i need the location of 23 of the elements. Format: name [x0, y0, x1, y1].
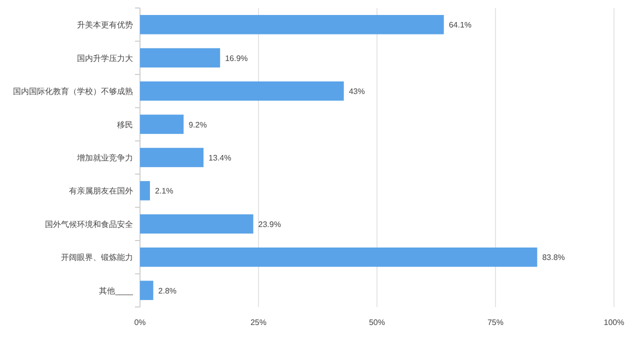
x-tick: 0% — [134, 318, 146, 327]
category: 移民 — [117, 120, 133, 130]
value-label: 43% — [348, 87, 365, 96]
value-label: 9.2% — [188, 120, 207, 130]
x-tick: 100% — [604, 318, 624, 327]
value-label: 2.8% — [158, 286, 176, 296]
category: 开阔眼界、锻炼能力 — [61, 253, 133, 262]
value-label: 83.8% — [542, 253, 565, 262]
category: 国内国际化教育（学校）不够成熟 — [13, 87, 133, 96]
x-tick: 50% — [369, 318, 385, 327]
x-tick: 25% — [250, 318, 266, 327]
category: 有亲属朋友在国外 — [69, 186, 133, 196]
value-label: 16.9% — [225, 54, 248, 63]
category: 升美本更有优势 — [77, 20, 133, 30]
category: 其他____ — [99, 286, 133, 296]
category: 增加就业竞争力 — [77, 154, 133, 162]
x-tick: 75% — [488, 318, 504, 327]
category: 国内升学压力大 — [77, 54, 133, 63]
category: 国外气候环境和食品安全 — [45, 220, 133, 229]
value-label: 2.1% — [154, 186, 174, 196]
value-label: 23.9% — [258, 220, 281, 229]
value-label: 64.1% — [448, 20, 472, 30]
value-label: 13.4% — [208, 154, 232, 162]
